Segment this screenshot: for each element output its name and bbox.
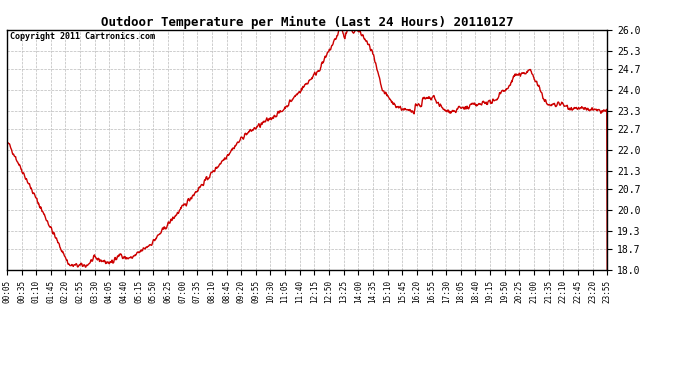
Text: Copyright 2011 Cartronics.com: Copyright 2011 Cartronics.com xyxy=(10,32,155,41)
Title: Outdoor Temperature per Minute (Last 24 Hours) 20110127: Outdoor Temperature per Minute (Last 24 … xyxy=(101,16,513,29)
